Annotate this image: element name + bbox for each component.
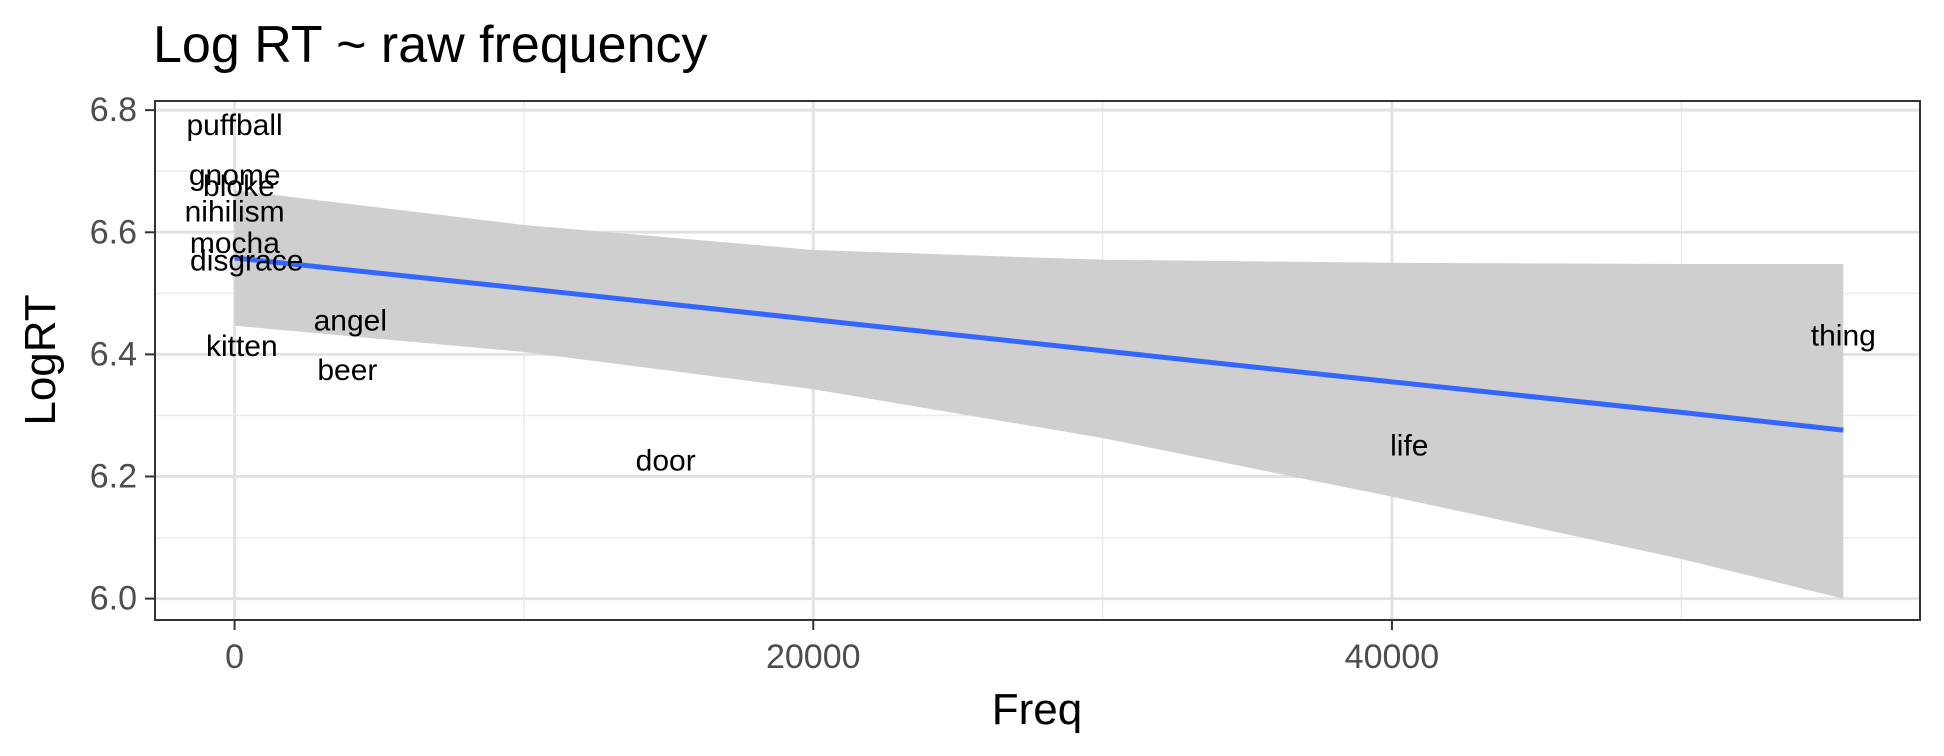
y-tick-label: 6.0 [90,580,137,618]
confidence-ribbon [234,190,1844,599]
y-tick-label: 6.2 [90,458,137,496]
point-label: life [1390,429,1428,462]
point-label: thing [1811,320,1876,353]
axes: 0 20000 40000 6.0 6.2 6.4 6.6 6.8 [90,91,1439,676]
y-axis-title: LogRT [16,294,65,425]
point-label: gnome [189,159,281,192]
x-tick-label: 20000 [766,638,861,676]
x-axis-title: Freq [992,685,1082,734]
point-label: bloke [203,170,275,203]
point-label: mocha [190,227,280,260]
y-tick-label: 6.4 [90,335,137,373]
point-label: nihilism [185,196,285,229]
point-label: angel [314,304,387,337]
regression-line [234,255,1844,433]
point-label: beer [317,354,377,387]
chart-title: Log RT ~ raw frequency [153,16,708,74]
x-tick-label: 40000 [1345,638,1440,676]
point-label: disgrace [190,244,303,277]
point-label: door [636,445,696,478]
point-label: puffball [186,109,282,142]
plot-panel-border [154,100,1921,621]
y-tick-label: 6.6 [90,213,137,251]
y-tick-label: 6.8 [90,91,137,129]
x-tick-label: 0 [225,638,244,676]
point-label: kitten [206,330,278,363]
